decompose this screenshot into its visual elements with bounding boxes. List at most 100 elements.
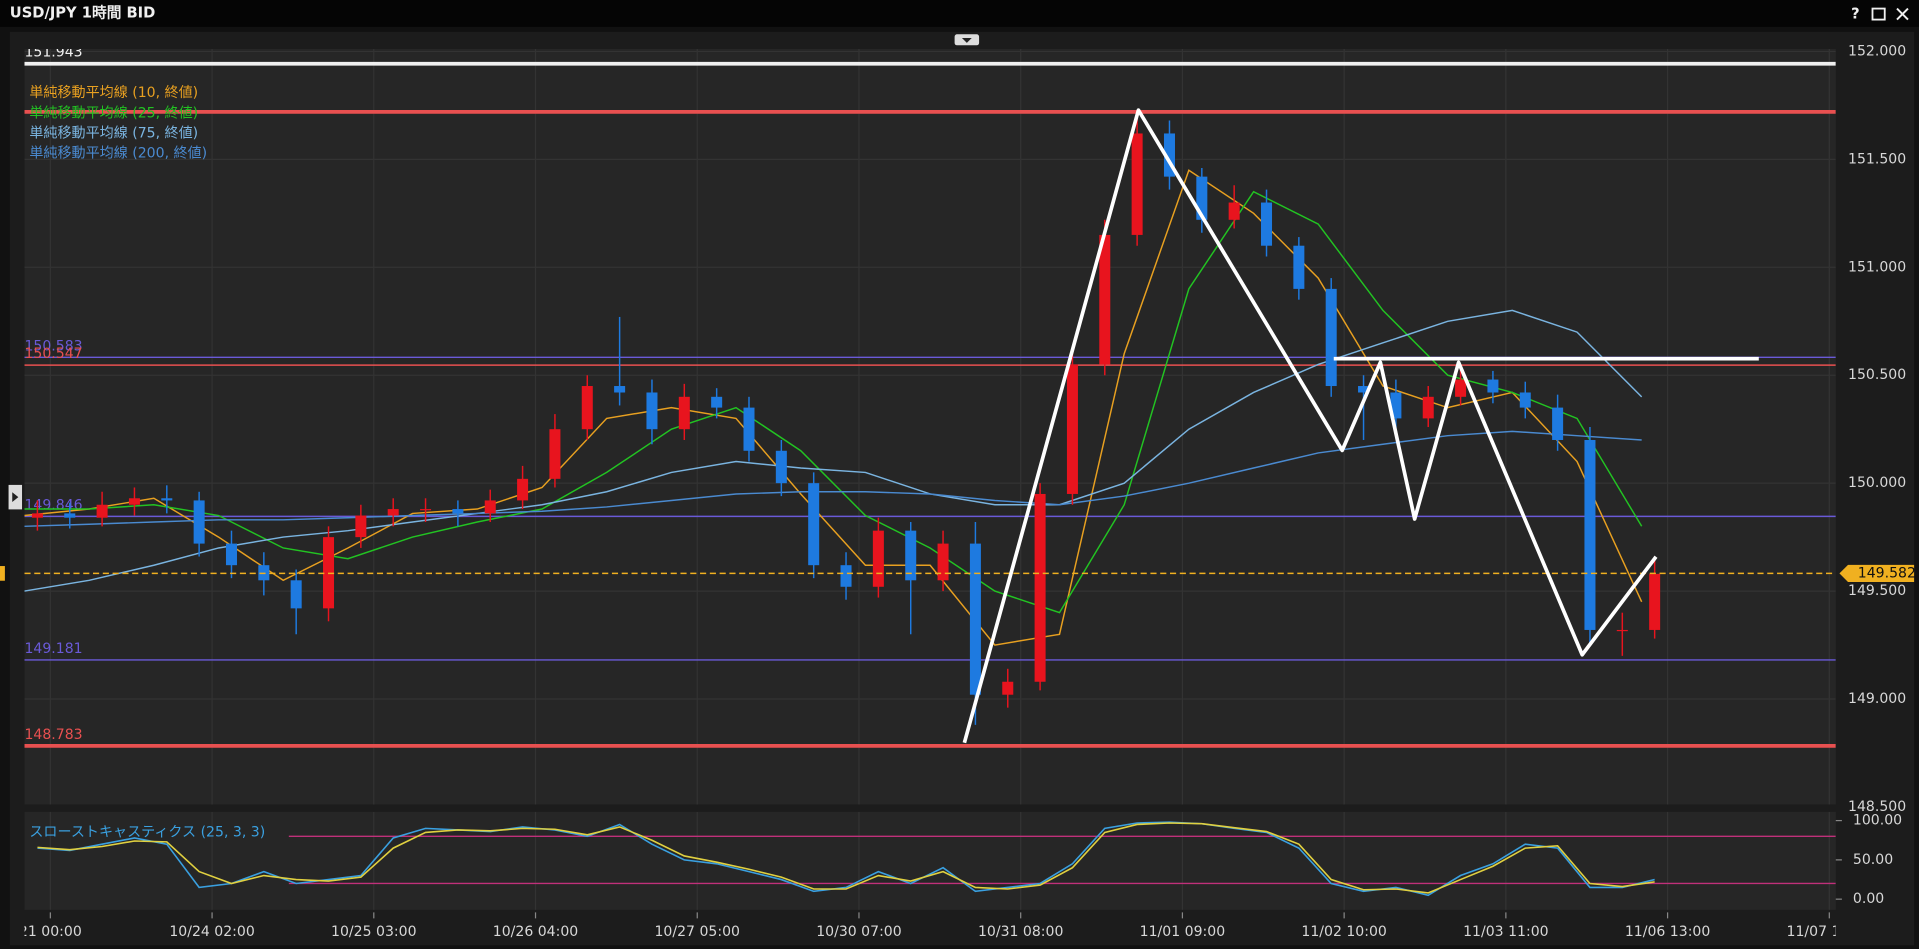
x-tick-label: 21 00:00 bbox=[19, 924, 82, 940]
candle-body bbox=[420, 509, 432, 511]
level-label: 150.583 bbox=[24, 338, 82, 354]
candle-body bbox=[290, 580, 302, 609]
candle-body bbox=[872, 530, 884, 587]
candle-body bbox=[517, 478, 529, 501]
moving-average-line bbox=[24, 169, 1643, 646]
candle-body bbox=[193, 500, 205, 544]
candle-body bbox=[1325, 288, 1337, 387]
x-tick-label: 11/01 09:00 bbox=[1140, 924, 1226, 940]
candle-body bbox=[128, 498, 140, 505]
candle-body bbox=[1649, 573, 1661, 630]
candle-body bbox=[31, 513, 43, 518]
y-tick-label: 149.500 bbox=[1848, 583, 1906, 599]
candle-body bbox=[1034, 493, 1046, 682]
candle-body bbox=[614, 386, 626, 393]
y-tick-label: 148.500 bbox=[1848, 799, 1906, 815]
x-tick-label: 11/02 10:00 bbox=[1301, 924, 1387, 940]
x-tick-label: 10/25 03:00 bbox=[331, 924, 417, 940]
y-tick-label: 0.00 bbox=[1853, 891, 1884, 907]
candle-body bbox=[1293, 245, 1305, 289]
legend-entry: 単純移動平均線 (75, 終値) bbox=[29, 125, 198, 141]
y-tick-label: 150.000 bbox=[1848, 475, 1906, 491]
x-tick-label: 11/07 14:00 bbox=[1787, 924, 1873, 940]
candle-body bbox=[711, 396, 723, 408]
level-label: 148.783 bbox=[24, 727, 82, 743]
moving-average-line bbox=[24, 309, 1643, 592]
zigzag-drawing bbox=[962, 108, 1658, 744]
x-tick-label: 10/31 08:00 bbox=[978, 924, 1064, 940]
candle-body bbox=[743, 407, 755, 451]
moving-average-line bbox=[24, 190, 1643, 614]
candle-body bbox=[1552, 407, 1564, 440]
candle-body bbox=[484, 500, 496, 514]
y-tick-label: 50.00 bbox=[1853, 852, 1893, 868]
candle-body bbox=[161, 498, 173, 501]
collapse-arrow bbox=[961, 37, 972, 43]
current-price-marker bbox=[0, 566, 5, 581]
title-bar bbox=[0, 0, 1919, 27]
y-tick-label: 150.500 bbox=[1848, 367, 1906, 383]
maximize-button[interactable] bbox=[1871, 7, 1886, 21]
candle-body bbox=[775, 450, 787, 484]
candle-body bbox=[1228, 202, 1240, 220]
x-tick-label: 10/27 05:00 bbox=[654, 924, 740, 940]
side-arrow bbox=[12, 492, 19, 503]
x-tick-label: 11/03 11:00 bbox=[1463, 924, 1549, 940]
candle-body bbox=[64, 513, 76, 518]
x-tick-label: 10/24 02:00 bbox=[169, 924, 255, 940]
candle-body bbox=[1358, 386, 1370, 393]
candle-body bbox=[96, 504, 108, 518]
candle-body bbox=[1066, 364, 1078, 494]
candle-body bbox=[840, 565, 852, 587]
current-price-label: 149.582 bbox=[1858, 565, 1916, 581]
candle-body bbox=[808, 483, 820, 566]
stochastic-line bbox=[37, 822, 1655, 894]
candle-body bbox=[646, 392, 658, 430]
candle-body bbox=[937, 543, 949, 581]
sub-plot-area bbox=[24, 811, 1836, 910]
candle-body bbox=[1487, 379, 1499, 393]
current-price-tag bbox=[1839, 564, 1915, 582]
indicator-title: スローストキャスティクス (25, 3, 3) bbox=[29, 825, 265, 841]
help-button[interactable]: ? bbox=[1851, 6, 1860, 23]
candle-body bbox=[581, 386, 593, 430]
candle-body bbox=[969, 543, 981, 695]
y-tick-label: 149.000 bbox=[1848, 691, 1906, 707]
candle-body bbox=[1519, 392, 1531, 408]
candle-body bbox=[1390, 392, 1402, 419]
candle-body bbox=[225, 543, 237, 566]
x-tick-label: 10/30 07:00 bbox=[816, 924, 902, 940]
candle-body bbox=[678, 396, 690, 430]
candle-body bbox=[1196, 176, 1208, 220]
x-tick-label: 10/26 04:00 bbox=[493, 924, 579, 940]
candle-body bbox=[387, 509, 399, 516]
candle-body bbox=[1584, 439, 1596, 630]
candle-body bbox=[1131, 133, 1143, 235]
candle-body bbox=[905, 530, 917, 581]
candle-body bbox=[452, 509, 464, 514]
candle-body bbox=[1422, 396, 1434, 419]
candle-body bbox=[1099, 234, 1111, 365]
y-tick-label: 152.000 bbox=[1848, 43, 1906, 59]
main-plot-area bbox=[24, 48, 1836, 805]
candle-body bbox=[1616, 629, 1628, 632]
legend-entry: 単純移動平均線 (10, 終値) bbox=[29, 85, 198, 101]
close-button[interactable] bbox=[1896, 7, 1909, 21]
y-tick-label: 151.000 bbox=[1848, 259, 1906, 275]
candle-body bbox=[1163, 133, 1175, 177]
level-label: 149.181 bbox=[24, 641, 82, 657]
candle-body bbox=[1261, 202, 1273, 246]
level-label: 151.943 bbox=[24, 45, 82, 61]
moving-average-line bbox=[24, 430, 1642, 528]
candle-body bbox=[1455, 379, 1467, 397]
level-label: 150.547 bbox=[24, 346, 82, 362]
legend-entry: 単純移動平均線 (25, 終値) bbox=[29, 105, 198, 121]
x-tick-label: 11/06 13:00 bbox=[1625, 924, 1711, 940]
window-title: USD/JPY 1時間 BID bbox=[10, 3, 156, 21]
y-tick-label: 100.00 bbox=[1853, 813, 1902, 829]
candle-body bbox=[1002, 681, 1014, 695]
candle-body bbox=[355, 515, 367, 538]
y-tick-label: 151.500 bbox=[1848, 151, 1906, 167]
